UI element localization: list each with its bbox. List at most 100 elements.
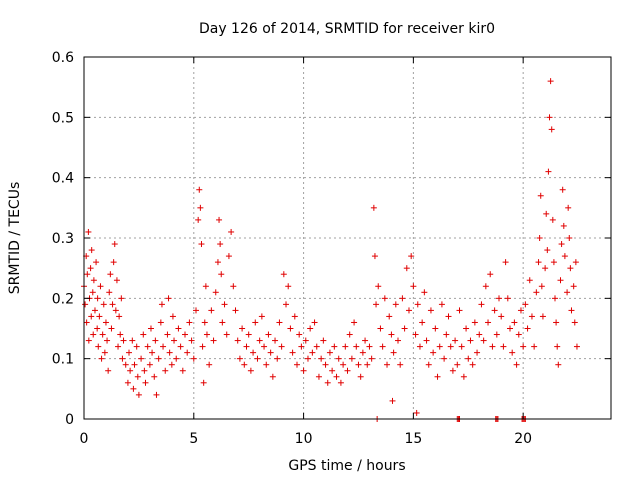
data-point	[104, 337, 111, 344]
data-point	[558, 241, 565, 248]
data-point	[115, 343, 122, 350]
data-point	[544, 247, 551, 254]
data-point	[513, 361, 520, 368]
data-point	[252, 319, 259, 326]
data-point	[331, 343, 338, 350]
data-point	[441, 355, 448, 362]
data-point	[300, 367, 307, 374]
data-point	[522, 301, 529, 308]
data-point	[346, 331, 353, 338]
data-point	[515, 331, 522, 338]
data-point	[434, 373, 441, 380]
data-point	[552, 295, 559, 302]
data-point	[89, 289, 96, 296]
data-point	[414, 301, 421, 308]
data-point	[87, 265, 94, 272]
data-point	[117, 331, 124, 338]
data-point	[83, 319, 90, 326]
data-point	[320, 337, 327, 344]
y-tick-label: 0.5	[52, 110, 74, 126]
x-tick-label: 0	[80, 431, 89, 447]
data-point	[547, 78, 554, 85]
data-point	[322, 361, 329, 368]
data-point	[218, 271, 225, 278]
data-point	[449, 367, 456, 374]
data-point	[112, 307, 119, 314]
axis-ticks: 0 0.1 0.2 0.3 0.4 0.5 0.6 0 5 10 15 20	[52, 50, 611, 447]
data-point	[548, 126, 555, 133]
data-point	[469, 361, 476, 368]
data-point	[425, 361, 432, 368]
data-point	[553, 319, 560, 326]
data-point	[116, 313, 123, 320]
data-point	[274, 355, 281, 362]
data-point	[272, 337, 279, 344]
data-point	[401, 325, 408, 332]
data-point	[355, 361, 362, 368]
y-axis-label: SRMTID / TECUs	[7, 182, 23, 295]
data-point	[545, 168, 552, 175]
data-point	[362, 337, 369, 344]
data-point	[410, 283, 417, 290]
data-point	[298, 343, 305, 350]
data-point	[405, 307, 412, 314]
data-point	[504, 295, 511, 302]
data-point	[188, 337, 195, 344]
data-point	[144, 343, 151, 350]
data-point	[571, 319, 578, 326]
data-point	[200, 379, 207, 386]
data-point	[223, 331, 230, 338]
data-point	[496, 295, 503, 302]
data-point	[225, 253, 232, 260]
y-tick-label: 0.6	[52, 50, 74, 66]
data-point	[370, 204, 377, 211]
data-point	[133, 343, 140, 350]
data-point	[265, 331, 272, 338]
data-point	[572, 259, 579, 266]
data-point	[190, 355, 197, 362]
data-point	[565, 204, 572, 211]
data-point	[566, 235, 573, 241]
data-point	[351, 319, 358, 326]
data-point	[175, 325, 182, 332]
data-point	[538, 283, 545, 290]
data-point	[243, 343, 250, 350]
data-point	[542, 265, 549, 272]
data-point	[254, 355, 261, 362]
data-point	[539, 313, 546, 320]
data-point	[198, 241, 205, 248]
data-point	[543, 210, 550, 217]
data-point	[366, 343, 373, 350]
data-point	[535, 259, 542, 266]
data-point	[216, 216, 223, 223]
data-point	[447, 343, 454, 350]
data-point	[206, 361, 213, 368]
data-point	[419, 319, 426, 326]
data-point	[482, 283, 489, 290]
data-point	[134, 373, 141, 380]
data-point	[289, 349, 296, 356]
data-point	[573, 343, 580, 350]
data-point	[94, 295, 101, 302]
data-point	[397, 361, 404, 368]
data-point	[537, 192, 544, 199]
data-point	[146, 361, 153, 368]
data-point	[430, 349, 437, 356]
x-tick-label: 15	[404, 431, 422, 447]
data-point	[107, 271, 114, 278]
data-point	[438, 301, 445, 308]
data-point	[502, 259, 509, 266]
data-point	[559, 186, 566, 193]
data-point	[318, 355, 325, 362]
data-point	[326, 349, 333, 356]
data-point	[416, 343, 423, 350]
data-point	[291, 313, 298, 320]
data-point	[465, 355, 472, 362]
data-point	[445, 313, 452, 320]
data-point	[245, 331, 252, 338]
data-point	[160, 343, 167, 350]
data-point	[432, 325, 439, 332]
data-point	[278, 343, 285, 350]
data-point	[560, 222, 567, 229]
